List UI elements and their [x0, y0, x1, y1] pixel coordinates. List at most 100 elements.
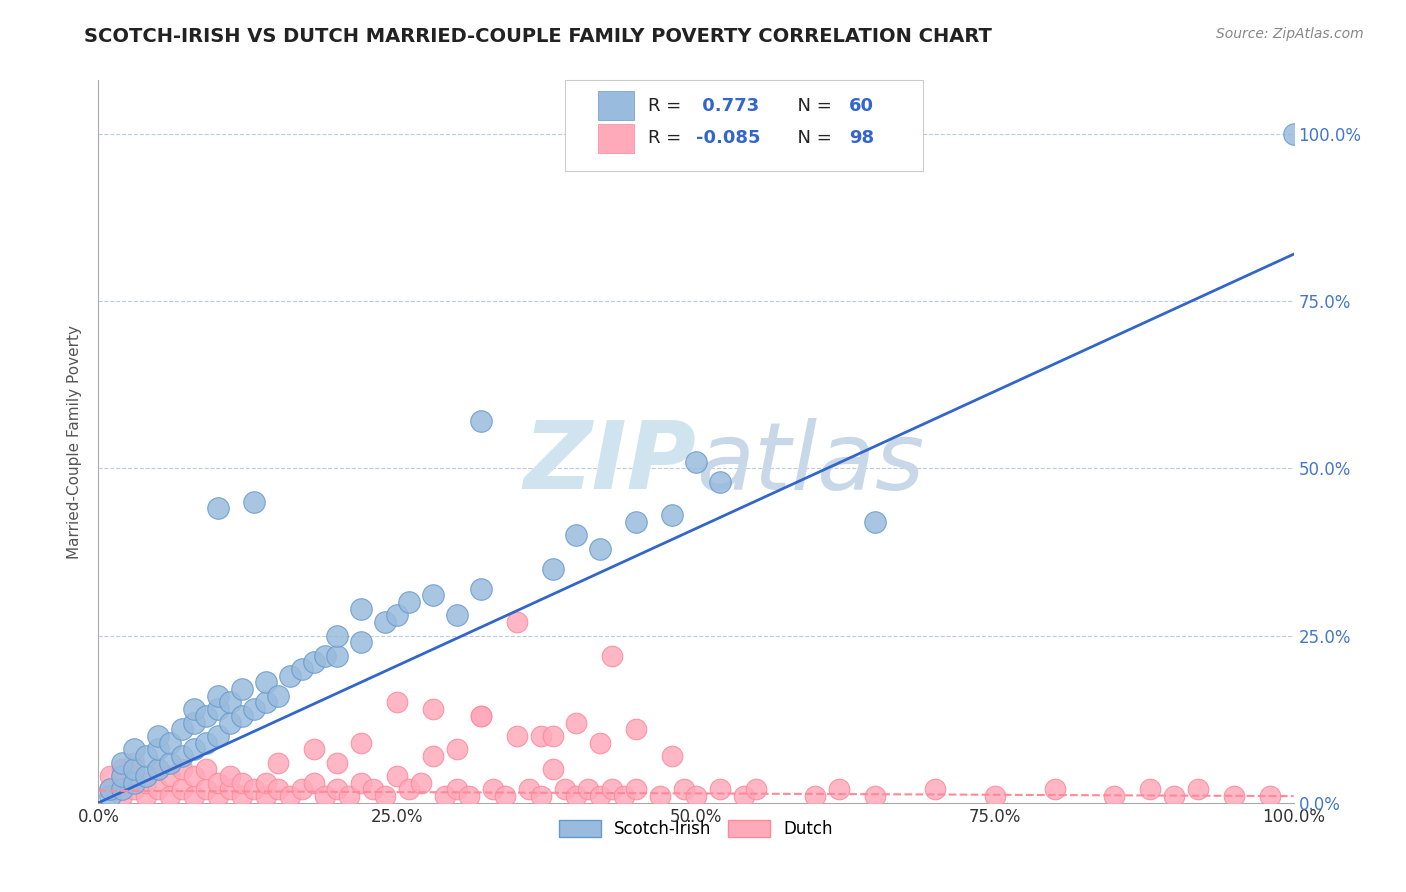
Point: [159, 769, 181, 783]
Point: [626, 723, 648, 737]
Point: [865, 789, 887, 804]
Point: [111, 756, 134, 770]
Point: [267, 689, 290, 703]
Text: -0.085: -0.085: [696, 129, 761, 147]
Point: [254, 776, 277, 790]
Point: [111, 776, 134, 790]
Point: [172, 782, 194, 797]
Point: [1163, 789, 1185, 804]
Point: [172, 723, 194, 737]
Point: [494, 789, 516, 804]
Point: [183, 742, 205, 756]
Point: [578, 782, 600, 797]
Legend: Scotch-Irish, Dutch: Scotch-Irish, Dutch: [553, 814, 839, 845]
Point: [626, 782, 648, 797]
Point: [302, 655, 325, 669]
Point: [1104, 789, 1126, 804]
Point: [828, 782, 851, 797]
Point: [517, 782, 540, 797]
Text: R =: R =: [648, 96, 688, 114]
Point: [326, 782, 349, 797]
Point: [733, 789, 755, 804]
Point: [98, 789, 122, 804]
Point: [278, 789, 301, 804]
Point: [422, 589, 444, 603]
Point: [565, 715, 588, 730]
Point: [254, 675, 277, 690]
Point: [363, 782, 385, 797]
Point: [195, 708, 218, 723]
Point: [195, 762, 218, 776]
Point: [685, 455, 707, 469]
Point: [685, 789, 707, 804]
Point: [602, 782, 624, 797]
Point: [231, 776, 253, 790]
Point: [339, 789, 361, 804]
Point: [924, 782, 946, 797]
Point: [207, 776, 229, 790]
Point: [1258, 789, 1281, 804]
Point: [385, 608, 409, 623]
Point: [124, 782, 146, 797]
FancyBboxPatch shape: [598, 124, 634, 153]
Point: [207, 729, 229, 743]
Point: [398, 782, 420, 797]
Point: [554, 782, 576, 797]
Point: [350, 602, 373, 616]
Point: [470, 414, 492, 429]
Point: [589, 541, 612, 556]
Point: [530, 789, 553, 804]
Point: [254, 789, 277, 804]
Text: atlas: atlas: [696, 417, 924, 508]
Text: N =: N =: [786, 96, 837, 114]
Point: [326, 756, 349, 770]
Point: [124, 742, 146, 756]
Point: [98, 769, 122, 783]
Point: [1223, 789, 1246, 804]
Point: [446, 782, 468, 797]
Point: [243, 494, 266, 508]
Point: [446, 742, 468, 756]
Point: [98, 782, 122, 797]
Point: [374, 789, 396, 804]
Point: [673, 782, 696, 797]
Point: [315, 789, 337, 804]
Point: [291, 782, 314, 797]
FancyBboxPatch shape: [565, 80, 924, 170]
Point: [183, 769, 205, 783]
Text: 98: 98: [849, 129, 875, 147]
Point: [111, 789, 134, 804]
Point: [398, 595, 420, 609]
Point: [565, 789, 588, 804]
Text: 0.773: 0.773: [696, 96, 759, 114]
Point: [446, 608, 468, 623]
Point: [267, 782, 290, 797]
Point: [350, 635, 373, 649]
Point: [267, 756, 290, 770]
Point: [124, 756, 146, 770]
Point: [541, 729, 564, 743]
Point: [219, 715, 242, 730]
Text: N =: N =: [786, 129, 837, 147]
Point: [434, 789, 457, 804]
Point: [458, 789, 481, 804]
Point: [231, 708, 253, 723]
Point: [589, 735, 612, 749]
Point: [613, 789, 636, 804]
Point: [385, 696, 409, 710]
Point: [231, 681, 253, 696]
Point: [804, 789, 827, 804]
Point: [195, 782, 218, 797]
Point: [709, 475, 731, 489]
Point: [219, 782, 242, 797]
Point: [602, 648, 624, 663]
Point: [148, 762, 170, 776]
Point: [411, 776, 433, 790]
Point: [530, 729, 553, 743]
Point: [984, 789, 1007, 804]
Point: [422, 749, 444, 764]
Point: [648, 789, 672, 804]
FancyBboxPatch shape: [598, 91, 634, 120]
Point: [183, 789, 205, 804]
Point: [470, 708, 492, 723]
